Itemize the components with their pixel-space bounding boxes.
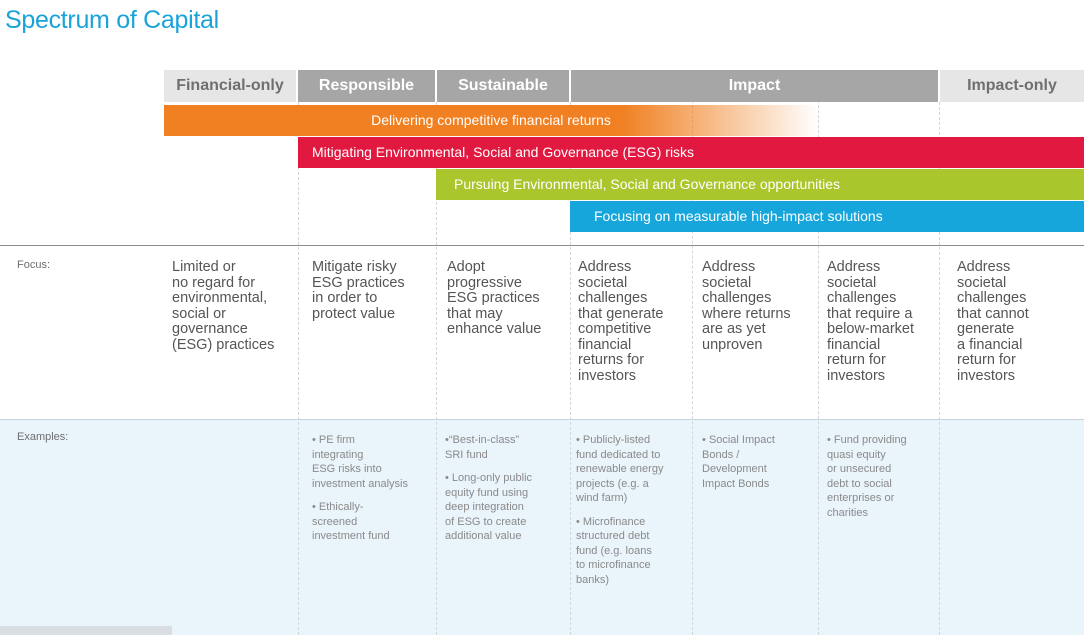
column-divider [692,70,693,635]
focus-impact-2: Address societal challenges where return… [702,259,791,353]
examples-impact-1: • Publicly-listed fund dedicated to rene… [576,433,663,596]
header-financial-only: Financial-only [164,70,296,102]
bar-high-impact: Focusing on measurable high-impact solut… [570,201,1084,232]
column-divider [570,102,571,635]
bottom-tab [0,626,172,635]
example-item: • PE firm integrating ESG risks into inv… [312,434,408,490]
column-divider [298,102,299,635]
examples-label: Examples: [17,431,69,443]
example-item: • Microfinance structured debt fund (e.g… [576,515,652,586]
example-item: • Long-only public equity fund using dee… [445,472,533,542]
bar-esg-risks: Mitigating Environmental, Social and Gov… [298,137,1084,168]
examples-band [0,420,1084,635]
focus-impact-3: Address societal challenges that require… [827,259,915,384]
header-impact: Impact [571,70,938,102]
bar-esg-risks-label: Mitigating Environmental, Social and Gov… [312,144,695,160]
example-item: • Fund providing quasi equity or unsecur… [827,434,907,519]
focus-label: Focus: [17,259,51,271]
example-item: • Social Impact Bonds / Development Impa… [702,434,775,490]
bar-high-impact-label: Focusing on measurable high-impact solut… [594,208,883,224]
example-item: •“Best-in-class” SRI fund [445,434,520,461]
focus-financial-only: Limited or no regard for environmental, … [172,259,275,353]
bar-financial-returns-label: Delivering competitive financial returns [371,112,611,128]
bar-esg-opportunities: Pursuing Environmental, Social and Gover… [436,169,1084,200]
column-divider [436,102,437,635]
focus-impact-1: Address societal challenges that generat… [578,259,664,384]
divider-examples [0,419,1084,420]
examples-impact-3: • Fund providing quasi equity or unsecur… [827,433,907,529]
focus-sustainable: Adopt progressive ESG practices that may… [447,259,542,337]
example-item: • Ethically- screened investment fund [312,501,390,542]
header-sustainable: Sustainable [437,70,569,102]
examples-sustainable: •“Best-in-class” SRI fund • Long-only pu… [445,433,532,553]
bar-financial-returns: Delivering competitive financial returns [164,105,818,136]
focus-responsible: Mitigate risky ESG practices in order to… [312,259,405,322]
column-divider [939,102,940,635]
header-impact-only: Impact-only [940,70,1084,102]
examples-impact-2: • Social Impact Bonds / Development Impa… [702,433,775,500]
divider-focus [0,245,1084,246]
column-divider [818,70,819,635]
page-title: Spectrum of Capital [5,6,219,34]
focus-impact-only: Address societal challenges that cannot … [957,259,1029,384]
examples-responsible: • PE firm integrating ESG risks into inv… [312,433,408,553]
example-item: • Publicly-listed fund dedicated to rene… [576,434,664,504]
bar-esg-opportunities-label: Pursuing Environmental, Social and Gover… [454,176,841,192]
header-responsible: Responsible [298,70,435,102]
